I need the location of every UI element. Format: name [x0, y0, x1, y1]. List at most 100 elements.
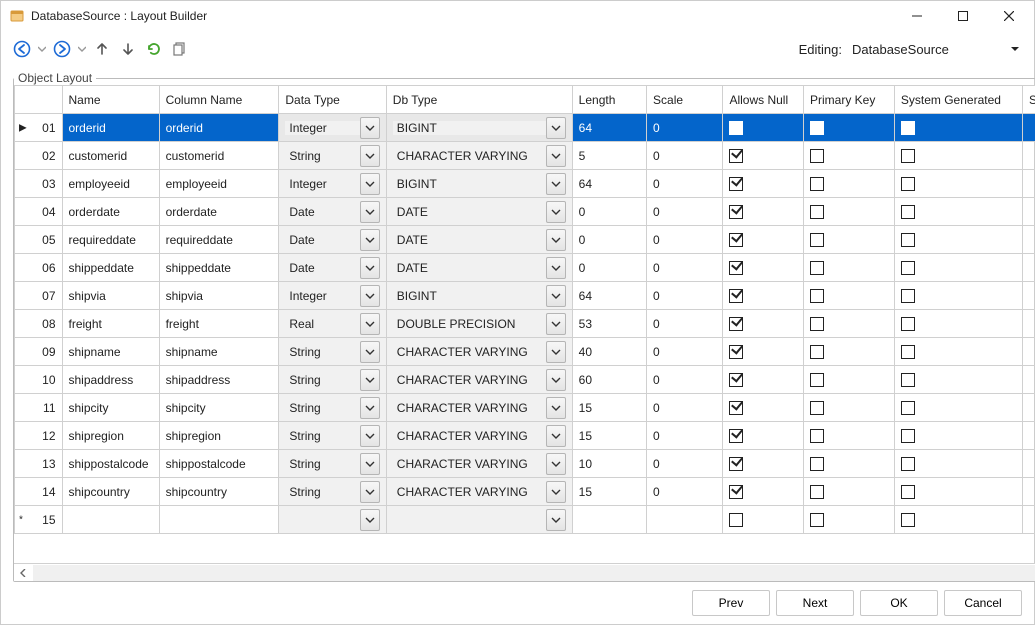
- primary-key-checkbox[interactable]: [810, 177, 824, 191]
- cell-length[interactable]: 64: [572, 170, 646, 198]
- system-generated-checkbox[interactable]: [901, 345, 915, 359]
- maximize-button[interactable]: [940, 1, 986, 31]
- db-type-combo[interactable]: BIGINT: [393, 170, 566, 197]
- primary-key-checkbox[interactable]: [810, 429, 824, 443]
- allows-null-checkbox[interactable]: [729, 177, 743, 191]
- cell-scale[interactable]: 0: [647, 478, 723, 506]
- cell-tail[interactable]: [1022, 170, 1035, 198]
- cell-tail[interactable]: [1022, 394, 1035, 422]
- system-generated-checkbox[interactable]: [901, 429, 915, 443]
- cell-column-name[interactable]: shippeddate: [159, 254, 279, 282]
- cancel-button[interactable]: Cancel: [944, 590, 1022, 616]
- table-row[interactable]: 02customeridcustomeridStringCHARACTER VA…: [15, 142, 1035, 170]
- cell-length[interactable]: 0: [572, 226, 646, 254]
- data-type-combo[interactable]: String: [285, 142, 379, 169]
- cell-name[interactable]: shipregion: [62, 422, 159, 450]
- cell-length[interactable]: [572, 506, 646, 534]
- db-type-combo[interactable]: [393, 506, 566, 533]
- db-type-combo[interactable]: DATE: [393, 226, 566, 253]
- cell-name[interactable]: requireddate: [62, 226, 159, 254]
- data-type-combo[interactable]: Real: [285, 310, 379, 337]
- table-row[interactable]: 13shippostalcodeshippostalcodeStringCHAR…: [15, 450, 1035, 478]
- allows-null-checkbox[interactable]: [729, 121, 743, 135]
- cell-name[interactable]: employeeid: [62, 170, 159, 198]
- editing-dropdown[interactable]: [1006, 45, 1024, 53]
- cell-column-name[interactable]: shippostalcode: [159, 450, 279, 478]
- table-row[interactable]: 10shipaddressshipaddressStringCHARACTER …: [15, 366, 1035, 394]
- data-type-combo[interactable]: String: [285, 450, 379, 477]
- primary-key-checkbox[interactable]: [810, 373, 824, 387]
- col-scale[interactable]: Scale: [647, 86, 723, 114]
- cell-scale[interactable]: 0: [647, 338, 723, 366]
- grid-horizontal-scrollbar[interactable]: [14, 563, 1035, 581]
- table-row[interactable]: 14shipcountryshipcountryStringCHARACTER …: [15, 478, 1035, 506]
- cell-length[interactable]: 15: [572, 394, 646, 422]
- minimize-button[interactable]: [894, 1, 940, 31]
- allows-null-checkbox[interactable]: [729, 289, 743, 303]
- chevron-down-icon[interactable]: [546, 313, 566, 335]
- cell-scale[interactable]: [647, 506, 723, 534]
- data-type-combo[interactable]: String: [285, 366, 379, 393]
- db-type-combo[interactable]: BIGINT: [393, 114, 566, 141]
- col-data-type[interactable]: Data Type: [279, 86, 386, 114]
- chevron-down-icon[interactable]: [360, 313, 380, 335]
- cell-tail[interactable]: [1022, 366, 1035, 394]
- cell-name[interactable]: customerid: [62, 142, 159, 170]
- chevron-down-icon[interactable]: [360, 285, 380, 307]
- cell-scale[interactable]: 0: [647, 198, 723, 226]
- cell-tail[interactable]: [1022, 114, 1035, 142]
- allows-null-checkbox[interactable]: [729, 457, 743, 471]
- table-row[interactable]: 03employeeidemployeeidIntegerBIGINT640: [15, 170, 1035, 198]
- cell-length[interactable]: 64: [572, 282, 646, 310]
- primary-key-checkbox[interactable]: [810, 317, 824, 331]
- data-type-combo[interactable]: Date: [285, 254, 379, 281]
- cell-scale[interactable]: 0: [647, 254, 723, 282]
- table-row[interactable]: 12shipregionshipregionStringCHARACTER VA…: [15, 422, 1035, 450]
- allows-null-checkbox[interactable]: [729, 485, 743, 499]
- cell-name[interactable]: shippostalcode: [62, 450, 159, 478]
- data-type-combo[interactable]: Integer: [285, 170, 379, 197]
- col-column-name[interactable]: Column Name: [159, 86, 279, 114]
- cell-name[interactable]: shippeddate: [62, 254, 159, 282]
- cell-column-name[interactable]: orderdate: [159, 198, 279, 226]
- cell-length[interactable]: 0: [572, 198, 646, 226]
- chevron-down-icon[interactable]: [360, 173, 380, 195]
- db-type-combo[interactable]: CHARACTER VARYING: [393, 450, 566, 477]
- db-type-combo[interactable]: DATE: [393, 198, 566, 225]
- system-generated-checkbox[interactable]: [901, 485, 915, 499]
- cell-length[interactable]: 5: [572, 142, 646, 170]
- table-row[interactable]: 07shipviashipviaIntegerBIGINT640: [15, 282, 1035, 310]
- chevron-down-icon[interactable]: [360, 257, 380, 279]
- row-header[interactable]: 13: [15, 450, 63, 478]
- table-row[interactable]: 11shipcityshipcityStringCHARACTER VARYIN…: [15, 394, 1035, 422]
- nav-forward-button[interactable]: [51, 38, 73, 60]
- row-header[interactable]: 07: [15, 282, 63, 310]
- chevron-down-icon[interactable]: [546, 285, 566, 307]
- cell-scale[interactable]: 0: [647, 170, 723, 198]
- chevron-down-icon[interactable]: [546, 145, 566, 167]
- scroll-track[interactable]: [33, 565, 1035, 581]
- chevron-down-icon[interactable]: [546, 509, 566, 531]
- nav-back-button[interactable]: [11, 38, 33, 60]
- cell-scale[interactable]: 0: [647, 114, 723, 142]
- col-primary-key[interactable]: Primary Key: [804, 86, 895, 114]
- cell-column-name[interactable]: orderid: [159, 114, 279, 142]
- cell-tail[interactable]: [1022, 254, 1035, 282]
- chevron-down-icon[interactable]: [360, 117, 380, 139]
- cell-name[interactable]: shipvia: [62, 282, 159, 310]
- chevron-down-icon[interactable]: [360, 341, 380, 363]
- data-type-combo[interactable]: String: [285, 422, 379, 449]
- system-generated-checkbox[interactable]: [901, 177, 915, 191]
- system-generated-checkbox[interactable]: [901, 401, 915, 415]
- cell-column-name[interactable]: shipregion: [159, 422, 279, 450]
- table-row[interactable]: *15: [15, 506, 1035, 534]
- col-tail[interactable]: S: [1022, 86, 1035, 114]
- refresh-button[interactable]: [143, 38, 165, 60]
- system-generated-checkbox[interactable]: [901, 261, 915, 275]
- table-row[interactable]: 04orderdateorderdateDateDATE00: [15, 198, 1035, 226]
- table-row[interactable]: 08freightfreightRealDOUBLE PRECISION530: [15, 310, 1035, 338]
- primary-key-checkbox[interactable]: [810, 261, 824, 275]
- row-header[interactable]: 06: [15, 254, 63, 282]
- chevron-down-icon[interactable]: [360, 509, 380, 531]
- row-header[interactable]: 02: [15, 142, 63, 170]
